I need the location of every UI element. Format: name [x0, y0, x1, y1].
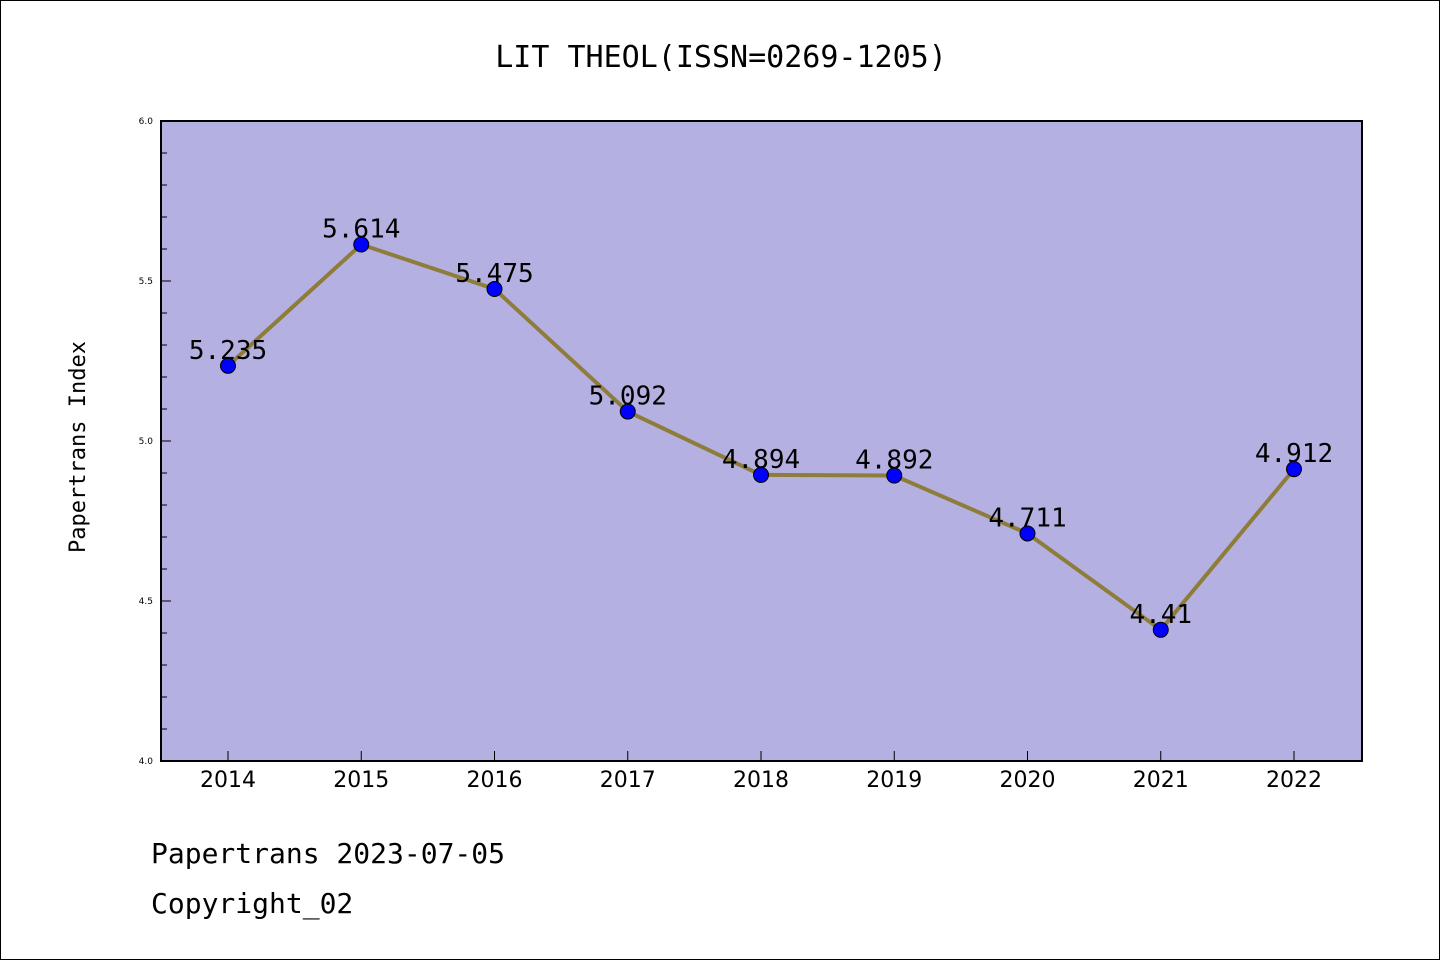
x-tick-label: 2015	[333, 768, 389, 793]
data-point	[1286, 461, 1302, 478]
y-tick-label: 4.0	[139, 757, 154, 767]
data-label: 5.475	[455, 259, 533, 289]
y-tick-label: 4.5	[139, 597, 153, 607]
data-label: 5.614	[322, 215, 400, 245]
x-tick-label: 2018	[733, 768, 789, 793]
x-tick-label: 2020	[1000, 768, 1056, 793]
x-tick-label: 2019	[866, 768, 922, 793]
y-tick-label: 6.0	[139, 117, 154, 127]
data-label: 4.894	[722, 445, 800, 475]
chart-title: LIT THEOL(ISSN=0269-1205)	[495, 40, 947, 75]
y-tick-label: 5.0	[139, 437, 154, 447]
x-tick-label: 2016	[467, 768, 523, 793]
data-point	[220, 357, 236, 374]
x-tick-label: 2017	[600, 768, 656, 793]
data-point	[886, 467, 903, 484]
data-label: 5.092	[589, 382, 667, 412]
y-tick-label: 5.5	[139, 277, 153, 287]
data-point	[353, 236, 370, 253]
footer-copyright-text: Copyright_02	[151, 887, 354, 920]
data-label: 4.41	[1129, 600, 1192, 630]
x-tick-label: 2021	[1133, 768, 1189, 793]
data-point	[1019, 525, 1036, 542]
y-axis-label: Papertrans Index	[66, 341, 91, 553]
data-point	[486, 281, 503, 297]
data-label: 4.892	[855, 446, 933, 476]
x-tick-label: 2014	[200, 768, 256, 793]
data-label: 5.235	[189, 336, 267, 366]
plot-area	[160, 120, 1363, 762]
data-point	[1152, 621, 1169, 638]
x-tick-label: 2022	[1266, 768, 1322, 793]
footer-date-text: Papertrans 2023-07-05	[151, 837, 506, 870]
x-axis-ticks: 2014 2015 2016 2017 2018 2019 2020 2021 2022	[200, 751, 1322, 793]
data-label: 4.912	[1255, 439, 1333, 469]
data-label: 4.711	[988, 503, 1066, 533]
y-axis-ticks: 4.0 4.5 5.0 5.5 6.0	[139, 117, 171, 767]
series-1: 5.235 5.614 5.475 5.092 4.894 4.892 4.711 4.41 4…	[189, 215, 1333, 638]
data-point	[619, 403, 636, 420]
data-point	[753, 466, 769, 483]
